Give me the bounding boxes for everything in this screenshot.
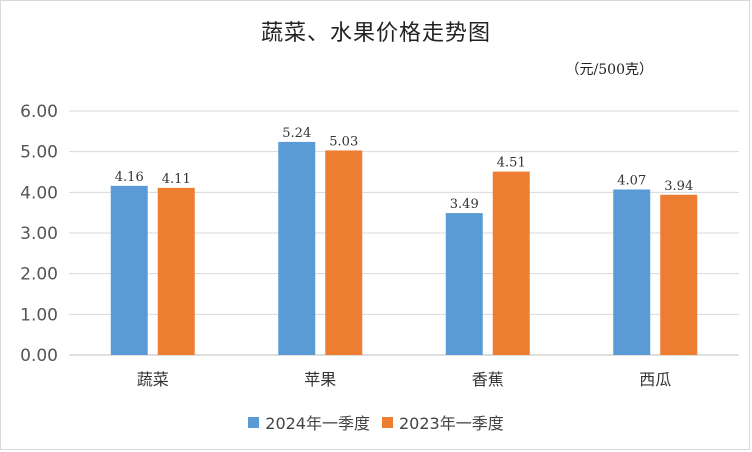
legend-item-2024: 2024年一季度 (248, 410, 370, 434)
bar-2023 (660, 194, 698, 355)
data-label: 3.49 (450, 197, 479, 212)
data-label: 5.03 (329, 134, 358, 149)
chart-title: 蔬菜、水果价格走势图 (260, 21, 491, 46)
data-label: 3.94 (664, 179, 693, 194)
y-tick-label: 4.00 (20, 183, 58, 203)
bar-2023 (492, 171, 530, 355)
data-label: 4.16 (115, 170, 144, 185)
bar-2024 (613, 189, 651, 355)
legend-swatch-2023 (382, 416, 393, 428)
y-tick-label: 2.00 (20, 265, 58, 285)
data-label: 4.11 (162, 172, 191, 187)
x-category-label: 香蕉 (472, 370, 504, 389)
x-category-label: 蔬菜 (137, 370, 169, 389)
y-tick-label: 0.00 (20, 346, 58, 366)
data-label: 5.24 (282, 126, 311, 141)
bar-2024 (278, 141, 316, 355)
bar-2023 (157, 187, 195, 355)
x-category-label: 西瓜 (639, 370, 671, 389)
y-tick-label: 1.00 (20, 305, 58, 325)
bar-2024 (110, 185, 148, 355)
bar-2023 (325, 150, 363, 355)
y-tick-label: 3.00 (20, 224, 58, 244)
unit-note: （元/500克） (565, 62, 653, 78)
bar-2024 (445, 213, 483, 355)
legend-label-2024: 2024年一季度 (265, 414, 370, 433)
data-label: 4.07 (617, 173, 646, 188)
data-label: 4.51 (497, 156, 526, 171)
x-category-label: 苹果 (304, 370, 336, 389)
legend-swatch-2024 (248, 416, 260, 428)
y-tick-label: 5.00 (20, 143, 58, 163)
legend-label-2023: 2023年一季度 (399, 414, 504, 433)
legend: 2024年一季度 2023年一季度 (1, 410, 751, 434)
y-tick-label: 6.00 (20, 102, 58, 122)
legend-item-2023: 2023年一季度 (382, 410, 504, 434)
